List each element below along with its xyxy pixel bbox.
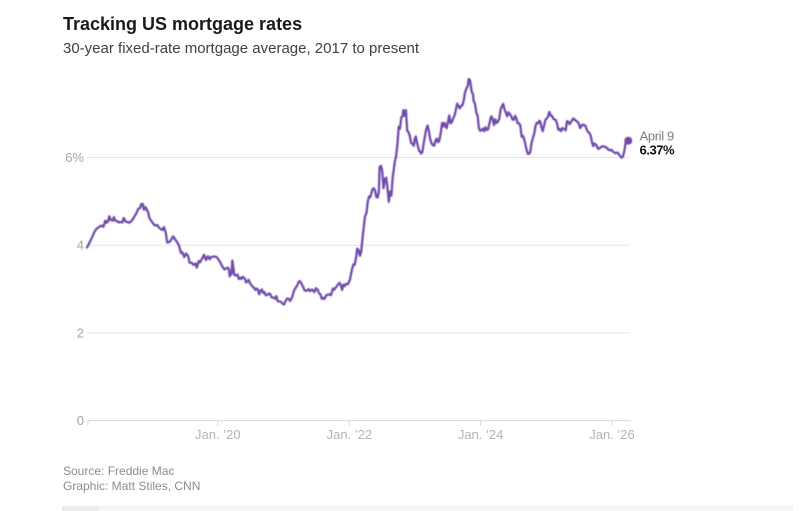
svg-text:0: 0 xyxy=(77,413,84,428)
svg-text:Jan. ’26: Jan. ’26 xyxy=(589,427,635,442)
svg-text:4: 4 xyxy=(77,238,84,253)
svg-text:Jan. ’20: Jan. ’20 xyxy=(195,427,241,442)
svg-text:6%: 6% xyxy=(65,150,84,165)
svg-text:6.37%: 6.37% xyxy=(640,143,676,158)
svg-text:2: 2 xyxy=(77,325,84,340)
svg-text:Jan. ’22: Jan. ’22 xyxy=(327,427,373,442)
svg-text:Jan. ’24: Jan. ’24 xyxy=(458,427,504,442)
svg-text:April 9: April 9 xyxy=(640,129,675,144)
